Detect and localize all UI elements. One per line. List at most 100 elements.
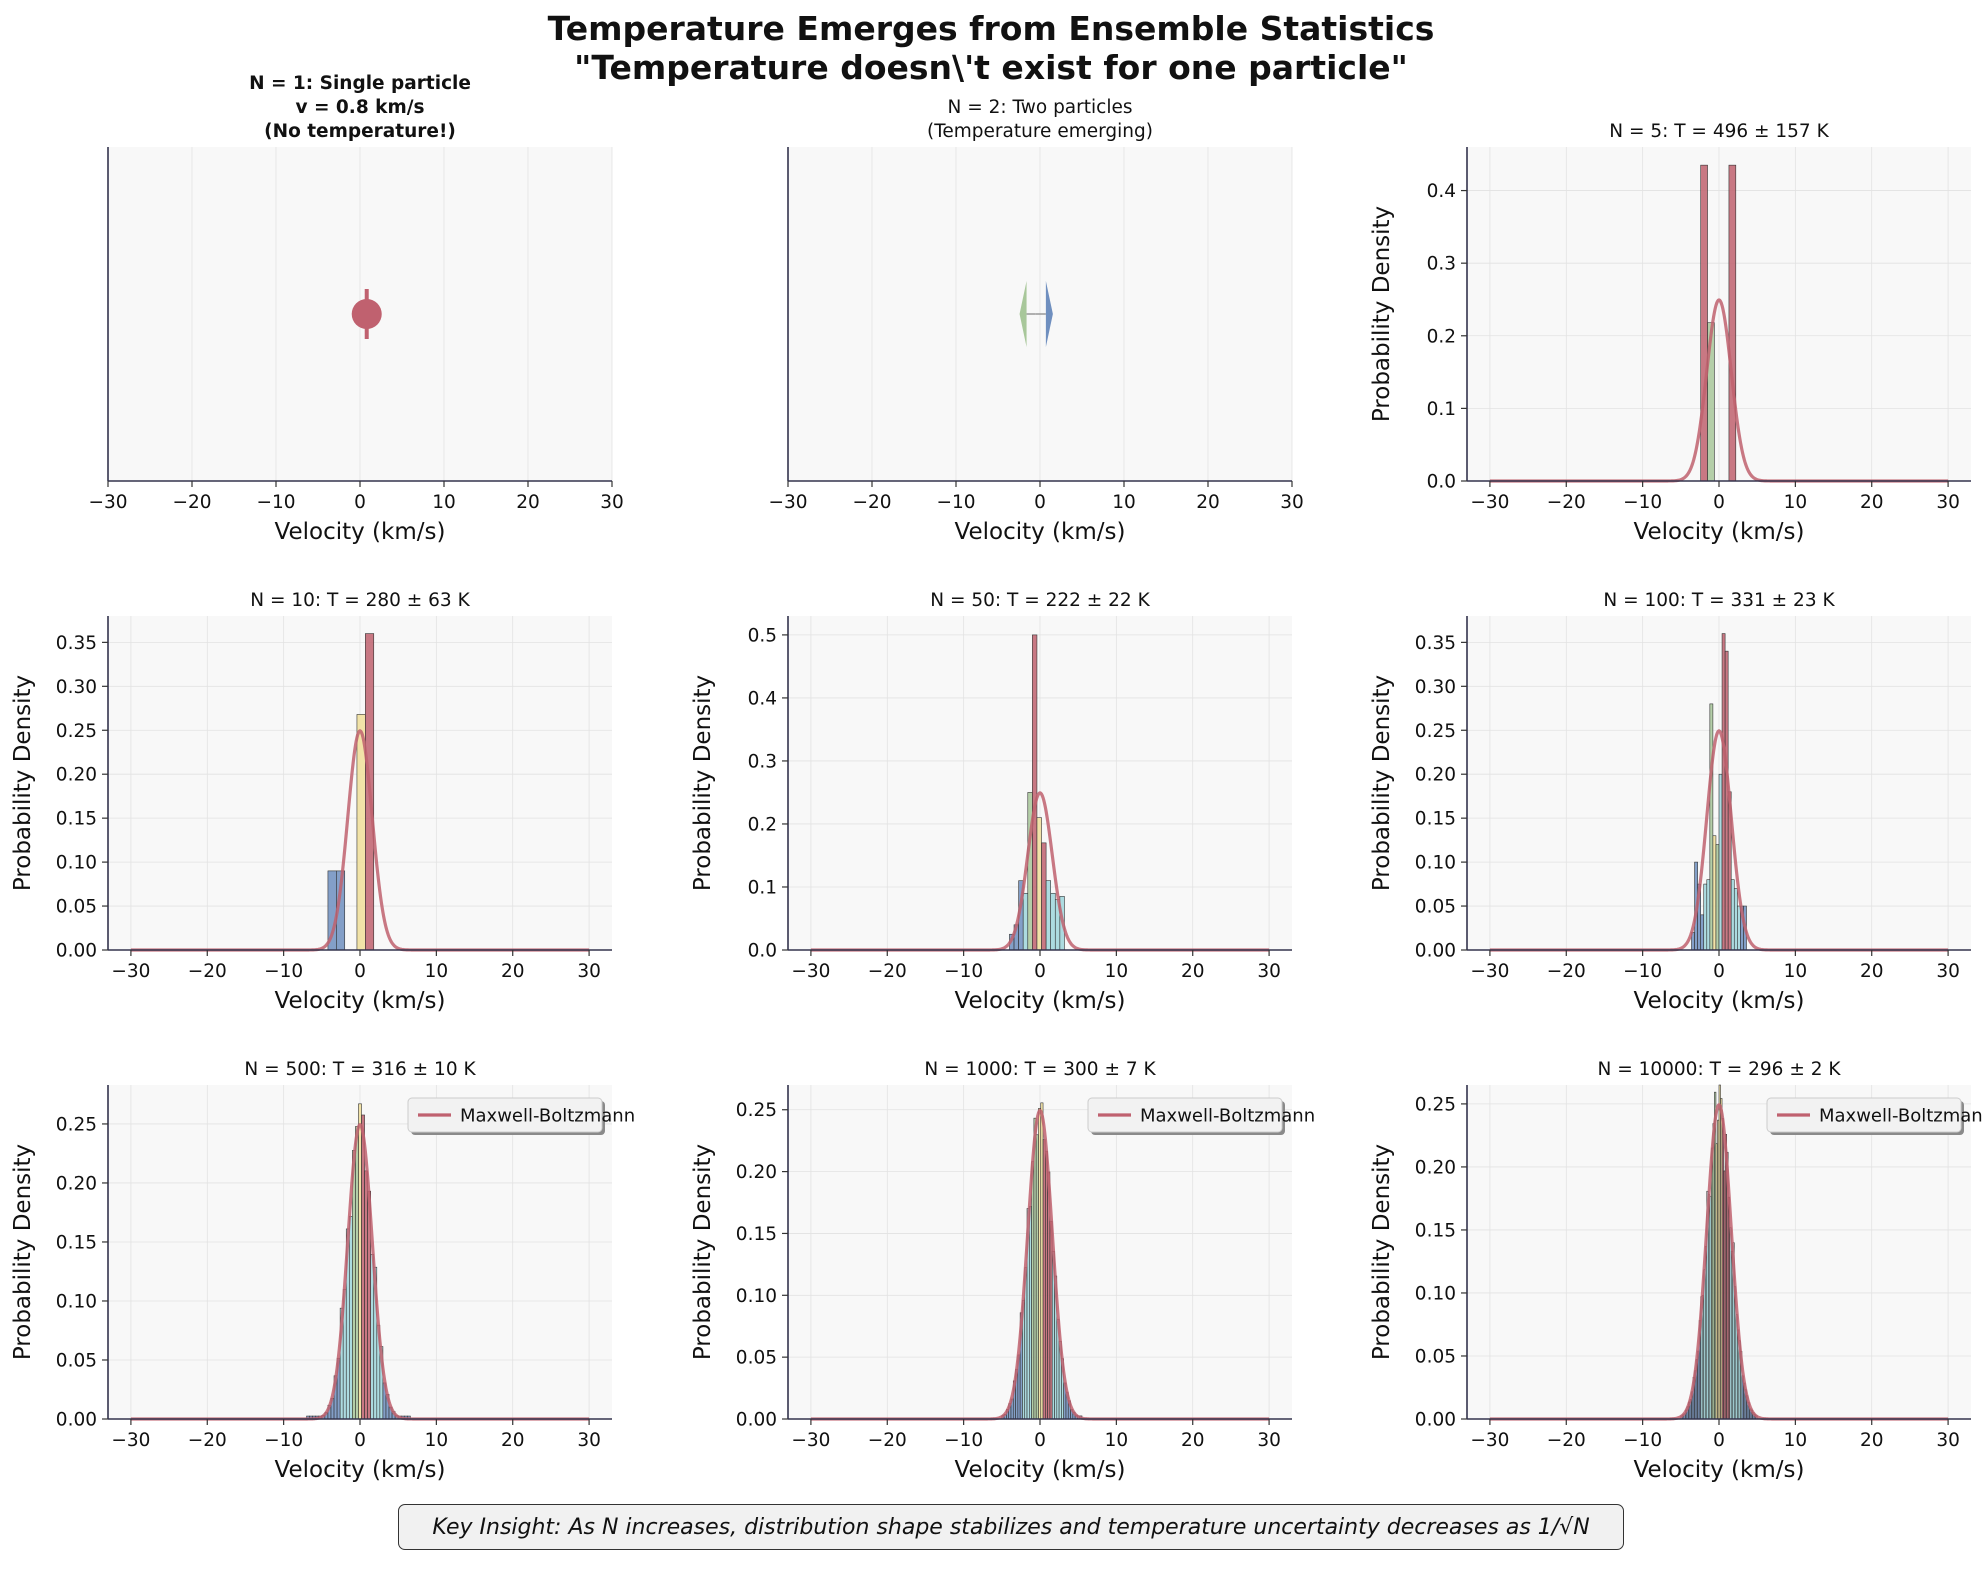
panels-grid: −30 −20 −10 0 10 20 30 Velocity (km/s) N = 1: Si… <box>10 73 1983 1483</box>
x-axis-label: Velocity (km/s) <box>275 988 446 1014</box>
histogram-bar <box>355 1126 359 1420</box>
x-tick-label: 30 <box>1257 961 1281 982</box>
y-tick-label: 0.25 <box>1415 1094 1456 1115</box>
panel-title: N = 1000: T = 300 ± 7 K <box>924 1059 1156 1080</box>
x-tick-label: 0 <box>354 961 366 982</box>
y-tick-label: 0.25 <box>736 1100 777 1121</box>
x-tick-label: −30 <box>1470 1430 1509 1451</box>
chart-panel-1: −30 −20 −10 0 10 20 30 Velocity (km/s) N = 1: Si… <box>88 73 623 545</box>
x-tick-label: −10 <box>264 1430 303 1451</box>
histogram-bar <box>1709 703 1714 951</box>
x-tick-label: 30 <box>577 961 601 982</box>
y-tick-label: 0.0 <box>748 941 777 962</box>
x-tick-label: −10 <box>256 492 295 513</box>
histogram-bar <box>1715 844 1720 951</box>
x-tick-label: −30 <box>111 961 150 982</box>
x-tick-label: −10 <box>264 961 303 982</box>
y-tick-label: 0.10 <box>56 853 97 874</box>
particle-arrow <box>1045 281 1053 347</box>
chart-panel-8: −30 −20 −10 0 10 20 30 0.00 0.05 0.10 0.15 0.20 0.25… <box>690 1059 1315 1483</box>
x-tick-label: 10 <box>1784 492 1808 513</box>
legend-label: Maxwell-Boltzmann <box>1140 1106 1315 1127</box>
key-insight-text: Key Insight: As N increases, distributio… <box>432 1514 1590 1540</box>
histogram-bar <box>1032 634 1038 951</box>
y-tick-label: 0.05 <box>1415 897 1456 918</box>
x-tick-label: 20 <box>501 961 525 982</box>
histogram-bar <box>1737 905 1741 951</box>
chart-panel-3: −30 −20 −10 0 10 20 30 0.0 0.1 0.2 0.3 0.4 Velocity … <box>1369 121 1971 545</box>
y-tick-label: 0.4 <box>1427 181 1456 202</box>
y-tick-label: 0.4 <box>748 688 777 709</box>
histogram-bar <box>1718 773 1723 951</box>
y-tick-label: 0.2 <box>1427 326 1456 347</box>
panel-title: N = 2: Two particles <box>948 97 1133 118</box>
x-tick-label: 30 <box>1936 492 1960 513</box>
x-tick-label: −20 <box>868 961 907 982</box>
x-axis-label: Velocity (km/s) <box>275 519 446 545</box>
panel-title: v = 0.8 km/s <box>295 97 424 118</box>
x-tick-label: 10 <box>1105 1430 1129 1451</box>
y-tick-label: 0.25 <box>56 721 97 742</box>
y-tick-label: 0.15 <box>56 809 97 830</box>
histogram-bar <box>1031 1161 1035 1420</box>
x-axis-label: Velocity (km/s) <box>1634 519 1805 545</box>
histogram-bar <box>361 1114 365 1420</box>
y-tick-label: 0.00 <box>1415 1410 1456 1431</box>
x-tick-label: −30 <box>1470 961 1509 982</box>
y-axis-label: Probability Density <box>1369 206 1395 422</box>
chart-panel-4: −30 −20 −10 0 10 20 30 0.00 0.05 0.10 0.15 0.20 0.25… <box>10 590 612 1014</box>
histogram-bar <box>1038 1108 1042 1420</box>
x-tick-label: 10 <box>425 961 449 982</box>
legend-box <box>1087 1097 1283 1133</box>
y-tick-label: 0.10 <box>736 1286 777 1307</box>
histogram-bar <box>1724 650 1729 951</box>
panel-title: N = 5: T = 496 ± 157 K <box>1609 121 1829 142</box>
x-tick-label: −30 <box>768 492 807 513</box>
y-axis-label: Probability Density <box>1369 675 1395 891</box>
y-axis-label: Probability Density <box>690 1144 716 1360</box>
figure-title-line2: "Temperature doesn\'t exist for one part… <box>574 48 1408 87</box>
x-tick-label: −10 <box>1623 492 1662 513</box>
histogram-bar <box>1733 888 1738 951</box>
chart-panel-5: −30 −20 −10 0 10 20 30 0.0 0.1 0.2 0.3 0.4 0.5 Veloci… <box>690 590 1292 1014</box>
x-axis-label: Velocity (km/s) <box>955 988 1126 1014</box>
x-tick-label: 0 <box>1034 492 1046 513</box>
y-tick-label: 0.00 <box>736 1410 777 1431</box>
histogram-bar <box>1033 1117 1037 1420</box>
panel-title: N = 500: T = 316 ± 10 K <box>244 1059 476 1080</box>
y-tick-label: 0.00 <box>56 1410 97 1431</box>
x-tick-label: 20 <box>1860 1430 1884 1451</box>
legend-label: Maxwell-Boltzmann <box>1819 1106 1983 1127</box>
panel-title: (Temperature emerging) <box>927 121 1153 142</box>
y-tick-label: 0.00 <box>56 941 97 962</box>
y-tick-label: 0.3 <box>1427 254 1456 275</box>
histogram-bar <box>1721 633 1726 951</box>
y-tick-label: 0.20 <box>56 1173 97 1194</box>
y-tick-label: 0.05 <box>736 1348 777 1369</box>
x-tick-label: −20 <box>1547 961 1586 982</box>
panel-title: N = 50: T = 222 ± 22 K <box>930 590 1150 611</box>
x-tick-label: −30 <box>791 1430 830 1451</box>
panel-title: N = 100: T = 331 ± 23 K <box>1603 590 1835 611</box>
y-tick-label: 0.2 <box>748 814 777 835</box>
y-tick-label: 0.15 <box>1415 1220 1456 1241</box>
y-tick-label: 0.35 <box>56 633 97 654</box>
x-tick-label: 0 <box>1713 1430 1725 1451</box>
x-axis-label: Velocity (km/s) <box>1634 1457 1805 1483</box>
histogram-bar <box>1728 164 1737 482</box>
x-tick-label: 30 <box>1280 492 1304 513</box>
y-axis-label: Probability Density <box>690 675 716 891</box>
chart-panel-9: −30 −20 −10 0 10 20 30 0.00 0.05 0.10 0.15 0.20 0.25… <box>1369 1059 1983 1483</box>
histogram-bar <box>1045 1150 1048 1420</box>
y-tick-label: 0.25 <box>56 1114 97 1135</box>
y-tick-label: 0.20 <box>1415 765 1456 786</box>
histogram-bar <box>1703 883 1708 951</box>
x-tick-label: 10 <box>1112 492 1136 513</box>
x-tick-label: −30 <box>1470 492 1509 513</box>
x-tick-label: 30 <box>600 492 624 513</box>
x-axis-label: Velocity (km/s) <box>955 1457 1126 1483</box>
histogram-bar <box>1041 842 1047 951</box>
x-tick-label: 20 <box>516 492 540 513</box>
histogram-bar <box>1706 879 1711 951</box>
x-tick-label: −10 <box>944 1430 983 1451</box>
